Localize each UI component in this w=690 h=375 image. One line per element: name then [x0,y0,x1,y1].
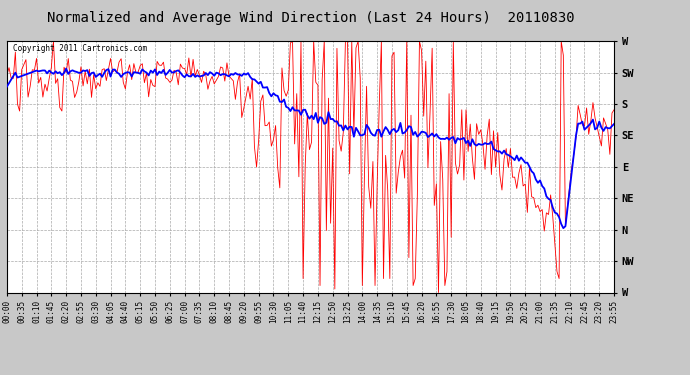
Text: Normalized and Average Wind Direction (Last 24 Hours)  20110830: Normalized and Average Wind Direction (L… [47,11,574,25]
Text: Copyright 2011 Cartronics.com: Copyright 2011 Cartronics.com [13,44,147,53]
